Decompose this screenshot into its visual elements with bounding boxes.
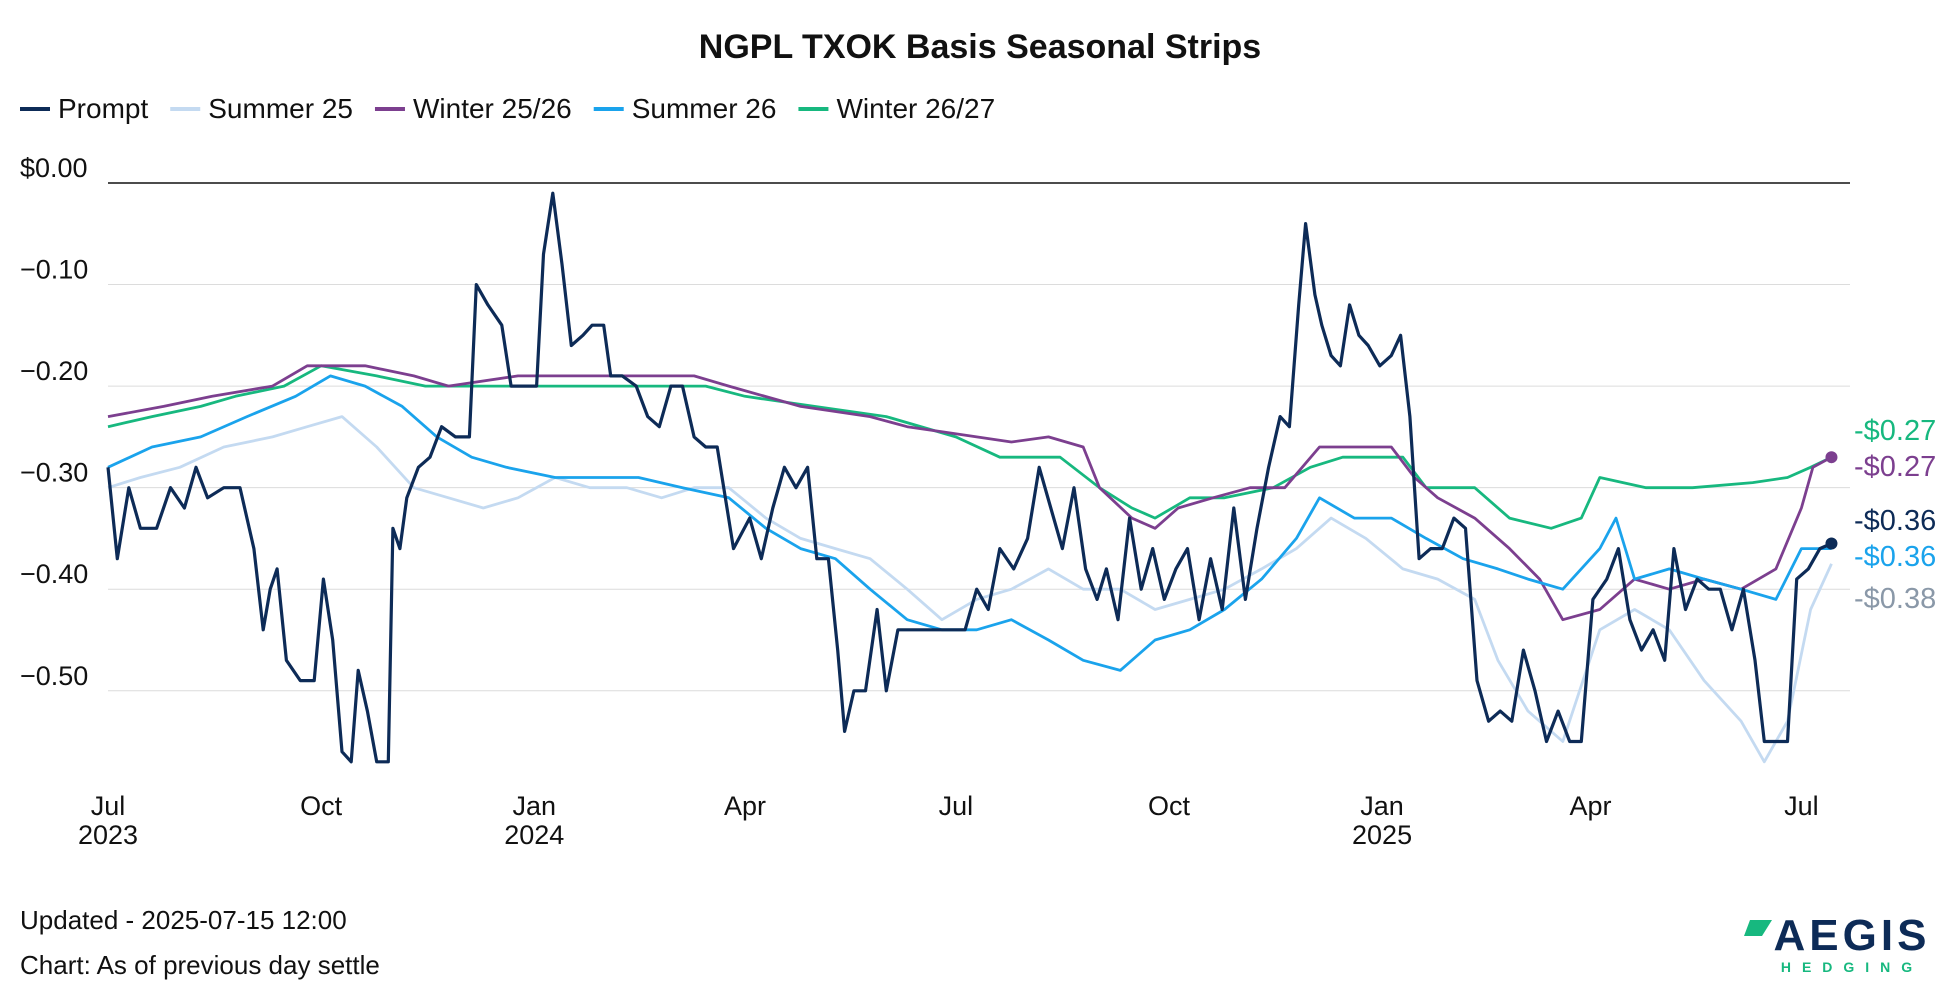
- x-tick-label: Oct: [300, 791, 343, 821]
- x-tick-year-label: 2023: [78, 820, 138, 850]
- end-labels: -$0.27 -$0.27 -$0.36 -$0.36 -$0.38: [1854, 415, 1936, 615]
- x-tick-label: Jan: [512, 791, 556, 821]
- x-tick-year-label: 2024: [504, 820, 564, 850]
- legend: Prompt Summer 25 Winter 25/26 Summer 26 Wint…: [20, 93, 995, 124]
- series-line-prompt: [106, 191, 1833, 764]
- y-tick-label: −0.20: [20, 356, 88, 386]
- updated-timestamp: Updated - 2025-07-15 12:00: [20, 905, 347, 935]
- chart-title: NGPL TXOK Basis Seasonal Strips: [699, 28, 1261, 66]
- legend-label: Summer 26: [632, 93, 777, 124]
- logo-mark-icon: [1744, 920, 1772, 936]
- logo-sub: HEDGING: [1781, 959, 1923, 975]
- end-point-prompt: [1825, 537, 1838, 550]
- end-label-summer-26: -$0.36: [1854, 541, 1936, 573]
- y-tick-label: −0.40: [20, 559, 88, 589]
- series-lines: [106, 191, 1838, 764]
- y-axis: $0.00 −0.10 −0.20 −0.30 −0.40 −0.50: [20, 153, 88, 691]
- x-tick-label: Apr: [1570, 791, 1612, 821]
- legend-label: Prompt: [58, 93, 148, 124]
- x-tick-label: Jul: [91, 791, 126, 821]
- legend-label: Winter 25/26: [413, 93, 572, 124]
- end-label-prompt: -$0.36: [1854, 505, 1936, 537]
- x-tick-label: Oct: [1148, 791, 1191, 821]
- series-line-winter-26-27: [107, 364, 1833, 530]
- series-line-summer-26: [107, 374, 1832, 672]
- x-tick-label: Jul: [1784, 791, 1819, 821]
- x-tick-year-label: 2025: [1352, 820, 1412, 850]
- aegis-hedging-logo: AEGIS HEDGING: [1744, 911, 1931, 975]
- x-tick-label: Apr: [724, 791, 766, 821]
- legend-label: Summer 25: [208, 93, 353, 124]
- logo-name: AEGIS: [1774, 911, 1931, 960]
- legend-label: Winter 26/27: [836, 93, 995, 124]
- y-tick-label: $0.00: [20, 153, 88, 183]
- x-tick-label: Jan: [1360, 791, 1404, 821]
- chart-note: Chart: As of previous day settle: [20, 950, 380, 980]
- x-tick-label: Jul: [939, 791, 974, 821]
- end-label-winter-26-27: -$0.27: [1854, 415, 1936, 447]
- end-label-summer-25: -$0.38: [1854, 583, 1936, 615]
- end-label-winter-25-26: -$0.27: [1854, 451, 1936, 483]
- y-tick-label: −0.10: [20, 255, 88, 285]
- y-tick-label: −0.30: [20, 458, 88, 488]
- y-tick-label: −0.50: [20, 661, 88, 691]
- end-point-winter-25-26: [1825, 451, 1838, 464]
- series-line-winter-25-26: [107, 364, 1833, 622]
